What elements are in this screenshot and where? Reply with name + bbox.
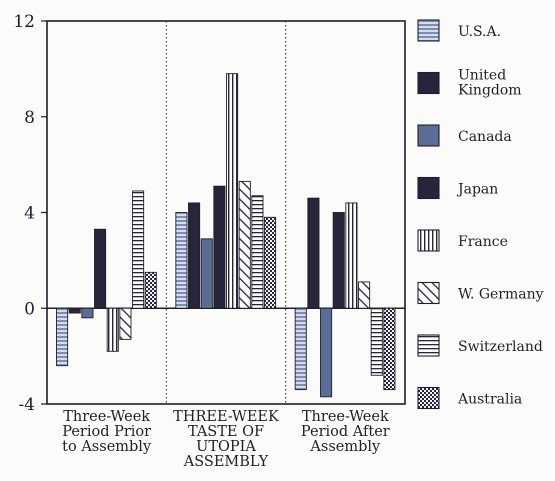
y-tick-label: 4: [24, 204, 35, 224]
bar: [294, 307, 307, 391]
category-label: ASSEMBLY: [183, 454, 269, 470]
bar: [251, 195, 264, 309]
bars-layer: [56, 73, 396, 398]
y-tick-label: 8: [24, 108, 35, 128]
legend-swatch: [417, 124, 440, 147]
category-label: Period After: [301, 424, 390, 440]
bar: [94, 228, 107, 309]
bar: [213, 185, 226, 309]
bar: [383, 307, 396, 391]
legend-label: France: [458, 234, 508, 250]
bar: [307, 197, 320, 309]
category-label: UTOPIA: [196, 439, 256, 455]
bar: [226, 73, 239, 309]
y-tick-label: 12: [13, 12, 35, 32]
bar: [68, 307, 81, 314]
axes-layer: [41, 20, 406, 405]
category-label: Three-Week: [63, 409, 150, 425]
bar: [106, 307, 119, 352]
bar: [119, 307, 132, 340]
legend-label: United: [458, 68, 506, 84]
bar: [264, 216, 277, 309]
legend-swatch: [417, 281, 440, 305]
legend-swatch: [417, 71, 440, 95]
legend-label: Canada: [458, 129, 512, 145]
legend-swatch: [417, 176, 440, 200]
legend-swatch: [417, 386, 440, 410]
legend-label: W. Germany: [458, 287, 544, 303]
legend-swatch: [417, 334, 440, 357]
category-label: to Assembly: [62, 439, 152, 455]
bar: [132, 190, 145, 309]
legend-label: U.S.A.: [458, 24, 501, 40]
bar: [175, 212, 188, 309]
bar: [144, 271, 157, 309]
legend-label: Australia: [457, 392, 522, 408]
legend-label: Kingdom: [458, 83, 522, 99]
category-label: THREE-WEEK: [173, 409, 280, 425]
y-tick-label: -4: [18, 395, 35, 415]
bar: [370, 307, 383, 376]
legend-label: Switzerland: [458, 339, 543, 355]
legend-swatch: [417, 19, 440, 42]
bar: [188, 202, 201, 309]
bar: [332, 212, 345, 309]
category-label: Period Prior: [62, 424, 151, 440]
legend-swatch: [417, 229, 440, 252]
bar: [358, 281, 371, 309]
category-label: TASTE OF: [188, 424, 264, 440]
bar: [345, 202, 358, 309]
bar: [320, 307, 333, 398]
category-label: Assembly: [309, 439, 381, 455]
legend-label: Japan: [456, 182, 498, 198]
bar: [238, 180, 251, 309]
bar: [81, 307, 94, 319]
y-tick-label: 0: [24, 299, 35, 319]
bar: [56, 307, 69, 367]
category-label: Three-Week: [302, 409, 389, 425]
bar: [200, 238, 213, 309]
